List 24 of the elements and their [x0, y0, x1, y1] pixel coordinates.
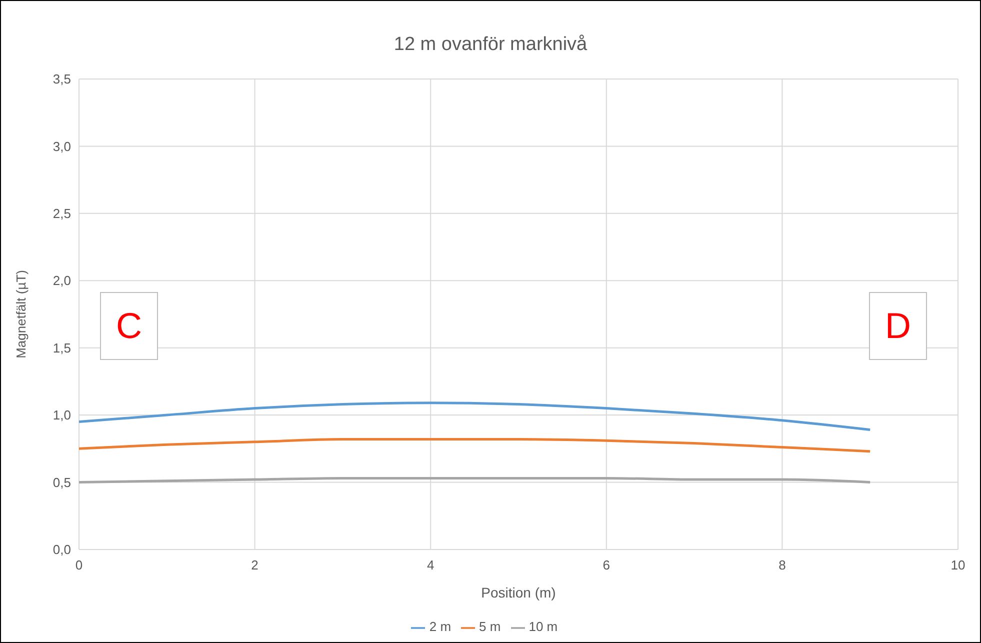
legend-label: 5 m [479, 619, 501, 634]
y-tick-label: 3,5 [52, 72, 71, 87]
x-tick-label: 2 [251, 557, 258, 572]
line-series [79, 438, 872, 453]
y-tick-label: 2,5 [52, 206, 71, 222]
x-tick-label: 4 [426, 557, 434, 572]
y-tick-label: 3,0 [52, 138, 71, 154]
chart-title: 12 m ovanför marknivå [392, 34, 588, 56]
x-tick-label: 6 [602, 557, 610, 572]
y-tick-label: 0,5 [52, 474, 71, 490]
y-tick-label: 1,0 [52, 408, 71, 423]
letter-box: C [100, 292, 158, 360]
x-tick-label: 0 [75, 557, 83, 572]
y-tick-label: 2,0 [52, 273, 71, 288]
letter-box: D [869, 292, 927, 360]
y-tick-label: 0,0 [52, 542, 71, 558]
x-axis-title: Position (m) [481, 584, 556, 600]
legend-label: 10 m [528, 619, 558, 634]
y-tick-label: 1,5 [52, 340, 71, 356]
y-axis-title: Magnetfält (µT) [14, 270, 29, 358]
line-series [79, 402, 872, 432]
x-tick-label: 10 [950, 557, 966, 572]
legend-label: 2 m [429, 619, 452, 634]
x-tick-label: 8 [778, 557, 786, 572]
